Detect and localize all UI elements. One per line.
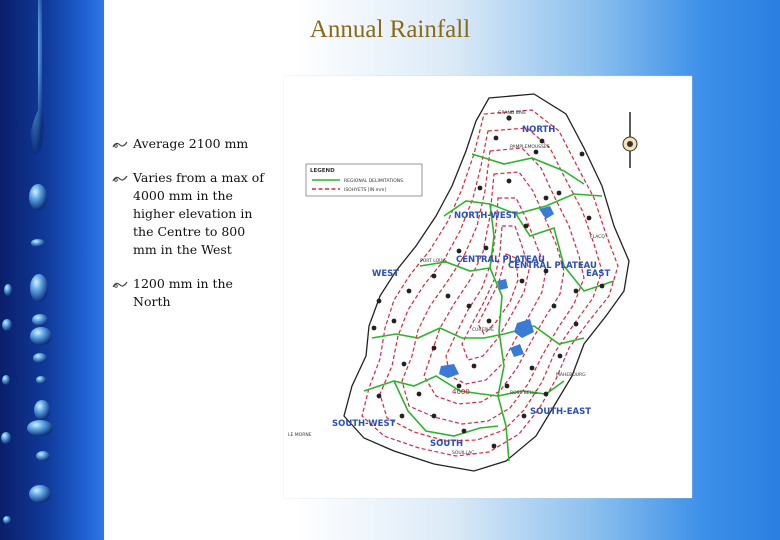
legend-item-regional: REGIONAL DELIMITATIONS xyxy=(344,178,403,184)
water-icon xyxy=(539,206,554,219)
region-label-central-plateau-1: CENTRAL PLATEAU xyxy=(456,255,545,265)
legend-title: LEGEND xyxy=(310,168,335,174)
water-icon xyxy=(514,319,534,338)
bullet-text: Average 2100 mm xyxy=(133,136,249,151)
region-label-east: EAST xyxy=(586,269,611,279)
slide-title: Annual Rainfall xyxy=(309,16,471,43)
rainfall-map: NORTH NORTH-WEST CENTRAL PLATEAU CENTRAL… xyxy=(284,76,692,498)
town-label: MAHEBOURG xyxy=(556,372,586,378)
bullet-text: Varies from a max of 4000 mm in the high… xyxy=(133,170,264,257)
bullet-item: 1200 mm in the North xyxy=(112,275,272,311)
bullet-swirl-icon xyxy=(112,141,128,148)
region-label-north-west: NORTH-WEST xyxy=(454,211,518,221)
town-label: PAMPLEMOUSSES xyxy=(510,144,550,150)
town-label: ROSE BELLE xyxy=(510,390,538,396)
town-label: GRAND BAIE xyxy=(498,110,526,116)
compass-icon xyxy=(622,112,638,168)
water-icon xyxy=(439,364,459,378)
island-outline xyxy=(343,93,630,472)
town-label: SOUILLAC xyxy=(452,450,474,456)
town-label: FLACQ xyxy=(590,234,605,240)
town-label: CUREPIPE xyxy=(472,327,494,333)
town-label: LE MORNE xyxy=(288,432,312,438)
region-label-central-plateau-2: CENTRAL PLATEAU xyxy=(508,261,597,271)
region-label-west: WEST xyxy=(372,269,399,279)
town-label: PORT LOUIS xyxy=(420,258,447,264)
isohyet-label: 4000 xyxy=(452,388,470,396)
legend-item-isohyets: ISOHYETS [IN mm] xyxy=(344,187,386,193)
bullet-swirl-icon xyxy=(112,175,128,182)
region-label-south: SOUTH xyxy=(430,439,463,449)
bullet-swirl-icon xyxy=(112,281,128,288)
decorative-water-drops-strip xyxy=(0,0,104,540)
water-drops-icon xyxy=(1,0,53,524)
rainfall-map-svg: NORTH NORTH-WEST CENTRAL PLATEAU CENTRAL… xyxy=(288,93,638,472)
water-icon xyxy=(497,279,508,290)
map-legend: LEGEND REGIONAL DELIMITATIONS ISOHYETS [… xyxy=(305,163,423,197)
water-icon xyxy=(510,344,524,357)
bullet-item: Varies from a max of 4000 mm in the high… xyxy=(112,169,272,259)
bullet-list: Average 2100 mm Varies from a max of 400… xyxy=(112,135,272,327)
region-label-south-west: SOUTH-WEST xyxy=(332,419,396,429)
bullet-item: Average 2100 mm xyxy=(112,135,272,153)
bullet-text: 1200 mm in the North xyxy=(133,276,233,309)
region-label-south-east: SOUTH-EAST xyxy=(530,407,591,417)
region-label-north: NORTH xyxy=(522,125,555,135)
